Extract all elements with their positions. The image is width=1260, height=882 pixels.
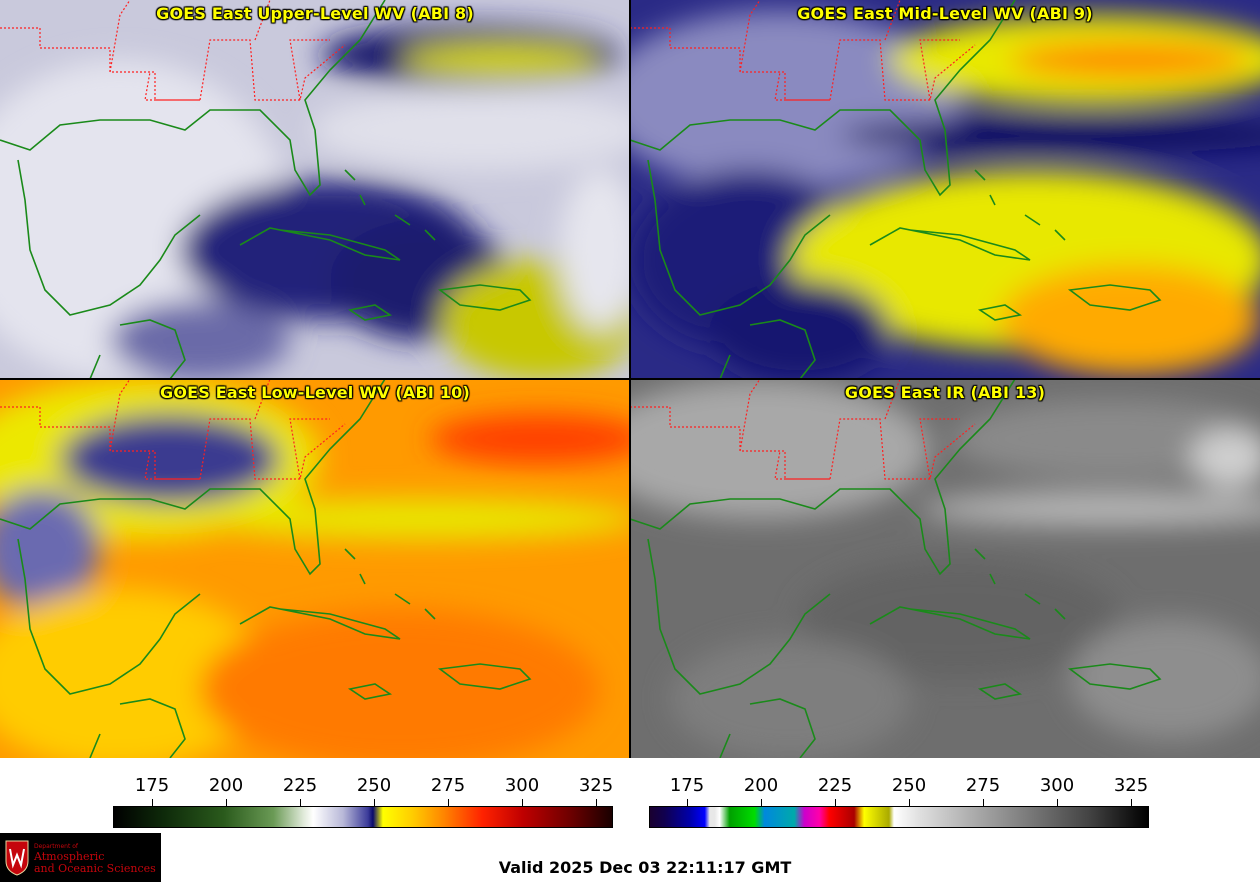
tick-mark	[152, 799, 153, 806]
tick-mark	[909, 799, 910, 806]
panel-title: GOES East Upper-Level WV (ABI 8)	[156, 4, 474, 23]
panel-ir: GOES East IR (ABI 13)	[630, 379, 1260, 758]
panel-low-level-wv: GOES East Low-Level WV (ABI 10)	[0, 379, 630, 758]
tick-label: 200	[208, 775, 244, 796]
tick-label: 225	[817, 775, 853, 796]
tick-label: 250	[356, 775, 392, 796]
low-level-wv-image	[0, 379, 630, 758]
tick-label: 175	[669, 775, 705, 796]
tick-label: 175	[134, 775, 170, 796]
tick-label: 275	[430, 775, 466, 796]
tick-mark	[761, 799, 762, 806]
tick-mark	[374, 799, 375, 806]
tick-mark	[1131, 799, 1132, 806]
upper-level-wv-image	[0, 0, 630, 379]
uw-crest-icon	[5, 840, 29, 876]
tick-mark	[522, 799, 523, 806]
tick-mark	[448, 799, 449, 806]
tick-label: 250	[891, 775, 927, 796]
tick-mark	[1057, 799, 1058, 806]
valid-time: Valid 2025 Dec 03 22:11:17 GMT	[498, 858, 792, 877]
tick-mark	[835, 799, 836, 806]
panel-title: GOES East IR (ABI 13)	[844, 383, 1046, 402]
colorbar-wv	[113, 806, 613, 828]
tick-mark	[300, 799, 301, 806]
tick-mark	[687, 799, 688, 806]
tick-mark	[226, 799, 227, 806]
tick-label: 300	[504, 775, 540, 796]
tick-label: 225	[282, 775, 318, 796]
tick-label: 300	[1039, 775, 1075, 796]
panel-divider-horizontal	[0, 378, 1260, 380]
logo-line-1: Atmospheric	[34, 850, 105, 863]
tick-mark	[983, 799, 984, 806]
aos-logo[interactable]: Department of Atmospheric and Oceanic Sc…	[0, 833, 161, 882]
panel-mid-level-wv: GOES East Mid-Level WV (ABI 9)	[630, 0, 1260, 379]
tick-label: 275	[965, 775, 1001, 796]
panel-title: GOES East Mid-Level WV (ABI 9)	[797, 4, 1093, 23]
tick-label: 200	[743, 775, 779, 796]
logo-department: Department of	[34, 843, 78, 850]
panel-upper-level-wv: GOES East Upper-Level WV (ABI 8)	[0, 0, 630, 379]
tick-label: 325	[578, 775, 614, 796]
mid-level-wv-image	[630, 0, 1260, 379]
panel-title: GOES East Low-Level WV (ABI 10)	[159, 383, 470, 402]
tick-mark	[596, 799, 597, 806]
ir-image	[630, 379, 1260, 758]
logo-line-2: and Oceanic Sciences	[34, 862, 156, 875]
colorbar-ir	[649, 806, 1149, 828]
tick-label: 325	[1113, 775, 1149, 796]
